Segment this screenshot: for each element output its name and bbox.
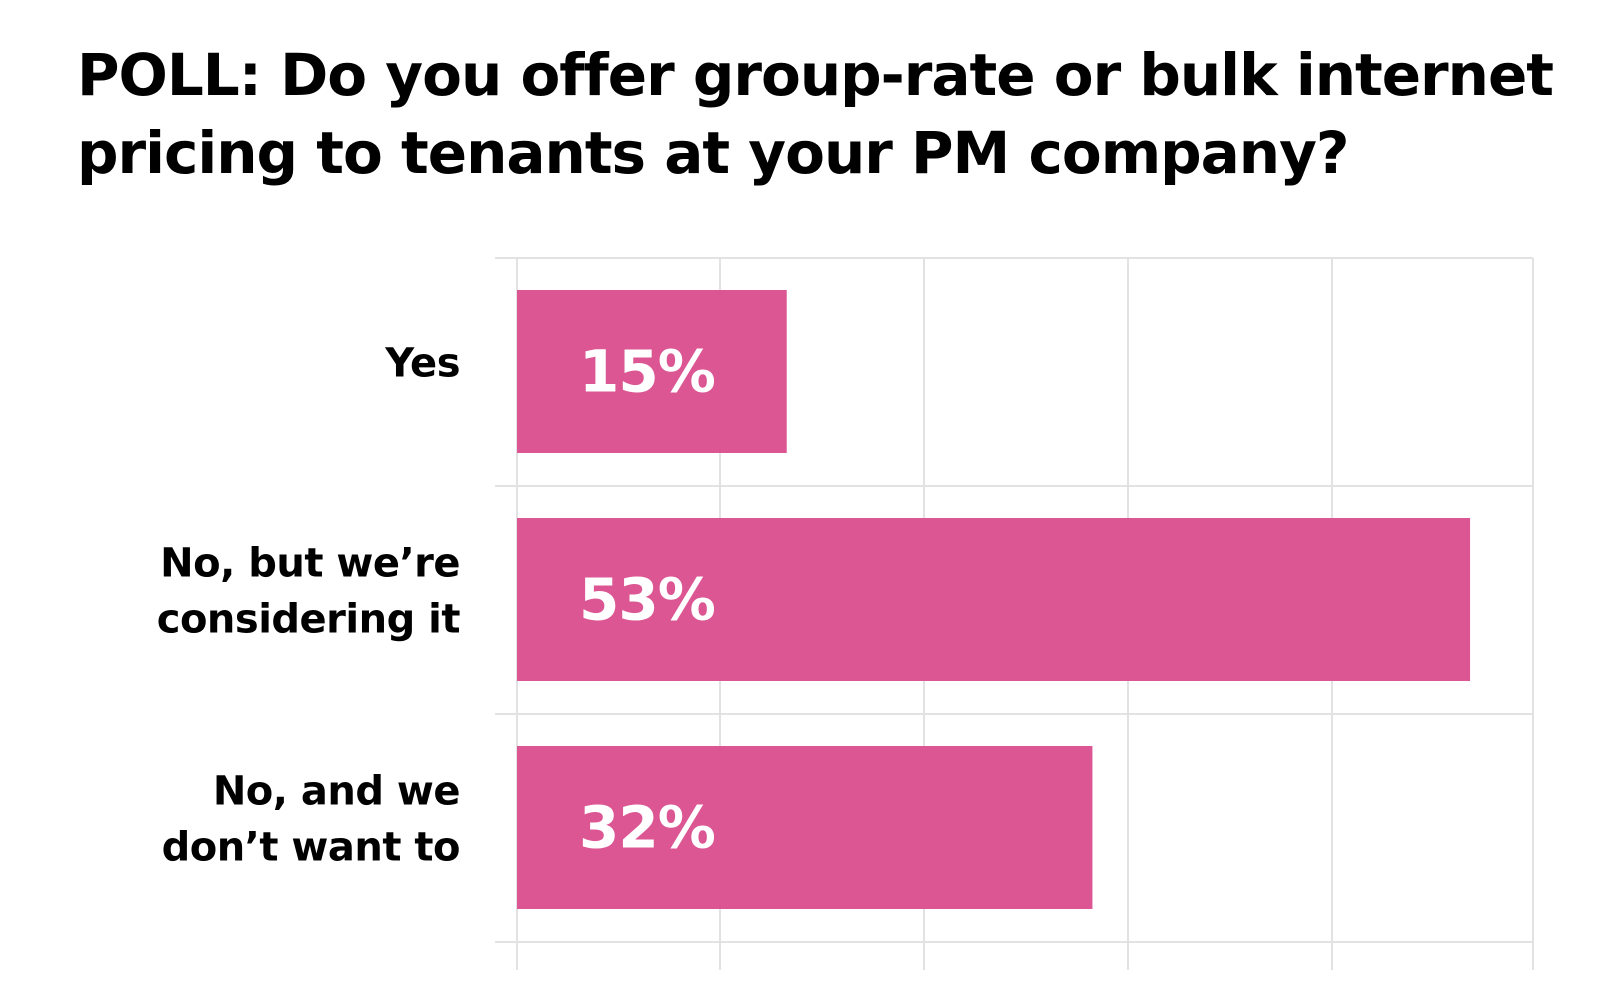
bar bbox=[517, 290, 787, 453]
category-label: don’t want to bbox=[162, 825, 460, 871]
category-label: considering it bbox=[157, 597, 461, 643]
bar-value-label: 32% bbox=[579, 794, 715, 862]
category-label: No, and we bbox=[213, 769, 460, 815]
category-label: Yes bbox=[384, 341, 460, 387]
bar-value-label: 53% bbox=[579, 566, 715, 634]
bar bbox=[517, 518, 1471, 681]
bar-value-label: 15% bbox=[579, 338, 715, 406]
category-label: No, but we’re bbox=[160, 541, 460, 587]
bar bbox=[517, 746, 1093, 909]
chart-title: POLL: Do you offer group-rate or bulk in… bbox=[77, 41, 1554, 187]
